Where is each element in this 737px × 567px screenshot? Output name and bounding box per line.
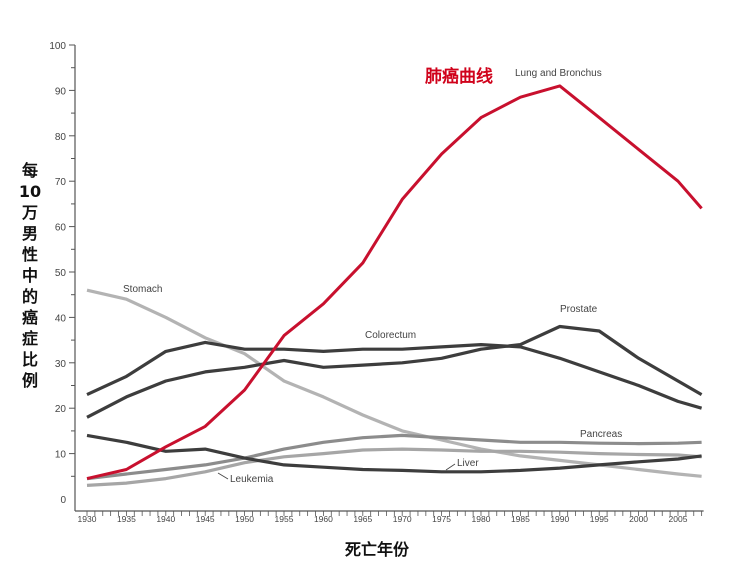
y-axis-label: 每 10 万男性中的癌症比例 [18, 161, 42, 390]
x-tick-label: 1980 [472, 514, 491, 524]
x-axis-label: 死亡年份 [345, 540, 410, 559]
y-tick-label: 60 [55, 223, 67, 234]
series-label-prostate: Prostate [560, 304, 598, 315]
series-line-colorectum [86, 340, 703, 410]
x-tick-label: 2005 [669, 514, 688, 524]
y-tick-label: 10 [55, 450, 67, 461]
x-tick-label: 1960 [314, 514, 333, 524]
x-tick-label: 2000 [629, 514, 648, 524]
series-line-pancreas [86, 433, 702, 481]
series-line-lung-and-bronchus [86, 84, 703, 481]
liver-leader-line [445, 463, 456, 471]
y-tick-label: 80 [55, 132, 67, 143]
series-label-colorectum: Colorectum [365, 330, 416, 341]
series-line-prostate [86, 324, 703, 419]
x-tick-label: 1995 [590, 514, 609, 524]
y-tick-label: 90 [55, 86, 67, 97]
series-line-stomach [86, 288, 702, 478]
series-label-stomach: Stomach [123, 284, 162, 295]
series-label-leukemia: Leukemia [230, 474, 274, 485]
x-tick-label: 1950 [235, 514, 254, 524]
x-tick-label: 1930 [78, 514, 97, 524]
series-label-liver: Liver [457, 458, 479, 469]
x-tick-label: 1985 [511, 514, 530, 524]
x-tick-label: 1945 [196, 514, 215, 524]
series-line-liver [86, 433, 702, 474]
y-tick-label: 40 [55, 313, 67, 324]
x-tick-label: 1940 [156, 514, 175, 524]
x-tick-label: 1965 [353, 514, 372, 524]
y-tick-label: 50 [55, 268, 67, 279]
leukemia-leader-line [217, 472, 229, 480]
y-tick-label: 70 [55, 177, 67, 188]
y-tick-label: 30 [55, 359, 67, 370]
y-tick-label: 20 [55, 404, 67, 415]
x-tick-label: 1935 [117, 514, 136, 524]
series-label-pancreas: Pancreas [580, 429, 622, 440]
x-tick-label: 1990 [550, 514, 569, 524]
x-tick-label: 1955 [275, 514, 294, 524]
lung-annotation: 肺癌曲线 [425, 67, 493, 87]
x-tick-label: 1975 [432, 514, 451, 524]
y-tick-label: 100 [49, 41, 66, 52]
series-line-leukemia [86, 447, 702, 487]
series-label-lung-and-bronchus: Lung and Bronchus [515, 68, 602, 79]
x-tick-label: 1970 [393, 514, 412, 524]
y-tick-label: 0 [60, 495, 66, 506]
